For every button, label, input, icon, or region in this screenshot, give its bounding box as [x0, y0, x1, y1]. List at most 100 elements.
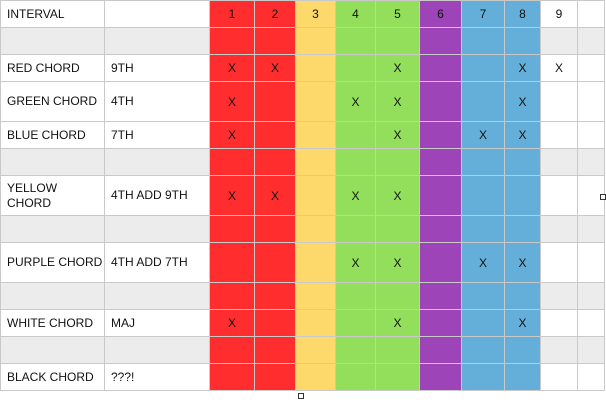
interval-mark-2[interactable]: X	[254, 54, 296, 82]
interval-mark-8[interactable]: X	[504, 309, 541, 337]
interval-number-9[interactable]: 9	[540, 0, 578, 28]
chord-type[interactable]: 9TH	[104, 54, 210, 82]
interval-mark-7[interactable]	[461, 363, 505, 391]
interval-header[interactable]: INTERVAL	[0, 0, 105, 28]
spacer-cell[interactable]	[209, 27, 255, 55]
header-blank-cell[interactable]	[104, 0, 210, 28]
spacer-cell[interactable]	[0, 148, 105, 176]
interval-mark-4[interactable]	[335, 121, 376, 149]
spacer-cell[interactable]	[375, 215, 420, 243]
spacer-cell[interactable]	[335, 215, 376, 243]
spacer-cell[interactable]	[461, 27, 505, 55]
interval-mark-3[interactable]	[295, 175, 336, 216]
spacer-cell[interactable]	[295, 282, 336, 310]
spacer-cell[interactable]	[335, 282, 376, 310]
spacer-cell[interactable]	[295, 336, 336, 364]
chord-type[interactable]: 4TH ADD 7TH	[104, 242, 210, 283]
interval-mark-6[interactable]	[419, 81, 462, 122]
spacer-cell[interactable]	[540, 27, 578, 55]
interval-mark-6[interactable]	[419, 54, 462, 82]
interval-mark-1[interactable]	[209, 242, 255, 283]
interval-mark-5[interactable]: X	[375, 54, 420, 82]
interval-mark-3[interactable]	[295, 309, 336, 337]
chord-name[interactable]: PURPLE CHORD	[0, 242, 105, 283]
spacer-cell[interactable]	[375, 27, 420, 55]
interval-mark-5[interactable]: X	[375, 121, 420, 149]
spacer-cell[interactable]	[104, 336, 210, 364]
interval-mark-1[interactable]: X	[209, 54, 255, 82]
spacer-cell[interactable]	[461, 282, 505, 310]
interval-number-7[interactable]: 7	[461, 0, 505, 28]
interval-mark-6[interactable]	[419, 175, 462, 216]
interval-mark-1[interactable]	[209, 363, 255, 391]
spacer-cell[interactable]	[254, 215, 296, 243]
spacer-cell[interactable]	[0, 282, 105, 310]
interval-mark-3[interactable]	[295, 363, 336, 391]
interval-mark-7[interactable]: X	[461, 242, 505, 283]
chord-type[interactable]: 4TH ADD 9TH	[104, 175, 210, 216]
spacer-cell[interactable]	[335, 336, 376, 364]
interval-mark-8[interactable]: X	[504, 121, 541, 149]
spacer-cell[interactable]	[504, 282, 541, 310]
interval-number-3[interactable]: 3	[295, 0, 336, 28]
resize-handle-right[interactable]	[600, 194, 606, 200]
chord-name[interactable]: BLACK CHORD	[0, 363, 105, 391]
interval-mark-6[interactable]	[419, 242, 462, 283]
interval-mark-8[interactable]: X	[504, 242, 541, 283]
interval-number-6[interactable]: 6	[419, 0, 462, 28]
spacer-cell[interactable]	[577, 215, 605, 243]
interval-mark-2[interactable]	[254, 242, 296, 283]
spacer-cell[interactable]	[540, 148, 578, 176]
interval-mark-7[interactable]	[461, 175, 505, 216]
interval-mark-5[interactable]	[375, 363, 420, 391]
spacer-cell[interactable]	[335, 148, 376, 176]
interval-mark-7[interactable]	[461, 309, 505, 337]
interval-number-2[interactable]: 2	[254, 0, 296, 28]
chord-type[interactable]: MAJ	[104, 309, 210, 337]
interval-mark-9[interactable]	[540, 242, 578, 283]
interval-mark-9[interactable]	[540, 121, 578, 149]
interval-mark-3[interactable]	[295, 242, 336, 283]
spacer-cell[interactable]	[504, 336, 541, 364]
interval-mark-1[interactable]: X	[209, 175, 255, 216]
spacer-cell[interactable]	[577, 336, 605, 364]
interval-number-8[interactable]: 8	[504, 0, 541, 28]
interval-mark-5[interactable]: X	[375, 175, 420, 216]
interval-mark-9[interactable]	[540, 309, 578, 337]
interval-mark-2[interactable]	[254, 121, 296, 149]
interval-mark-8[interactable]: X	[504, 54, 541, 82]
spacer-cell[interactable]	[419, 148, 462, 176]
spacer-cell[interactable]	[540, 215, 578, 243]
spacer-cell[interactable]	[209, 282, 255, 310]
spacer-cell[interactable]	[461, 148, 505, 176]
spacer-cell[interactable]	[104, 27, 210, 55]
chord-name[interactable]: GREEN CHORD	[0, 81, 105, 122]
interval-mark-2[interactable]	[254, 363, 296, 391]
interval-number-5[interactable]: 5	[375, 0, 420, 28]
spacer-cell[interactable]	[540, 336, 578, 364]
interval-mark-2[interactable]	[254, 309, 296, 337]
spacer-cell[interactable]	[375, 336, 420, 364]
interval-mark-6[interactable]	[419, 121, 462, 149]
spacer-cell[interactable]	[419, 282, 462, 310]
chord-type[interactable]: 7TH	[104, 121, 210, 149]
interval-mark-7[interactable]	[461, 81, 505, 122]
spacer-cell[interactable]	[504, 27, 541, 55]
spacer-cell[interactable]	[577, 27, 605, 55]
interval-mark-4[interactable]: X	[335, 81, 376, 122]
spacer-cell[interactable]	[254, 148, 296, 176]
spacer-cell[interactable]	[540, 282, 578, 310]
spacer-cell[interactable]	[577, 148, 605, 176]
spacer-cell[interactable]	[577, 282, 605, 310]
interval-mark-5[interactable]: X	[375, 242, 420, 283]
interval-number-1[interactable]: 1	[209, 0, 255, 28]
spacer-cell[interactable]	[375, 148, 420, 176]
interval-mark-8[interactable]: X	[504, 81, 541, 122]
spacer-cell[interactable]	[209, 148, 255, 176]
spacer-cell[interactable]	[419, 27, 462, 55]
interval-mark-10[interactable]	[577, 242, 605, 283]
interval-mark-10[interactable]	[577, 309, 605, 337]
interval-mark-1[interactable]: X	[209, 121, 255, 149]
interval-mark-10[interactable]	[577, 54, 605, 82]
interval-mark-4[interactable]: X	[335, 175, 376, 216]
